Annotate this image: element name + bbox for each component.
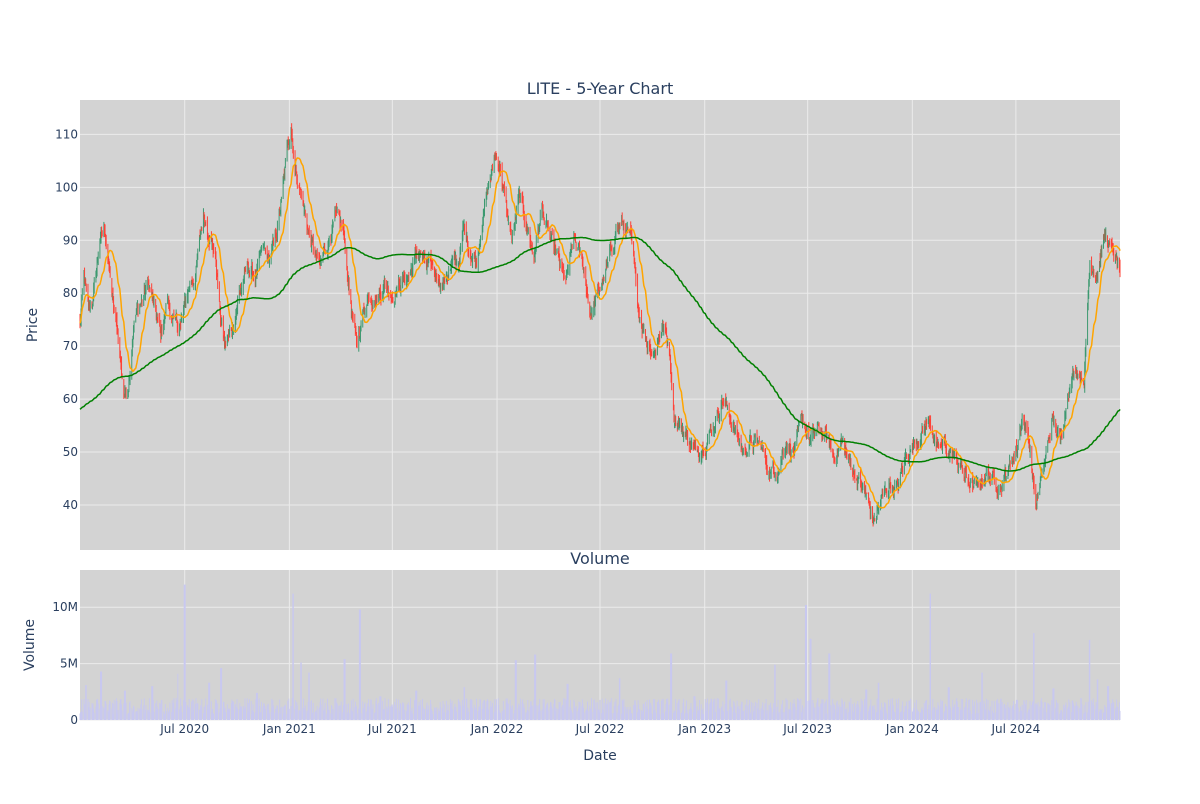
volume-y-tick-label: 5M	[60, 657, 78, 671]
x-tick-label: Jan 2024	[885, 722, 939, 736]
x-tick-label: Jul 2022	[575, 722, 625, 736]
price-y-tick-label: 100	[55, 180, 78, 194]
price-y-tick-label: 50	[63, 445, 78, 459]
volume-y-axis-ticks: 0 5M 10M	[52, 600, 78, 727]
volume-y-axis-label: Volume	[22, 619, 38, 671]
price-y-axis-label: Price	[25, 308, 41, 342]
price-y-tick-label: 80	[63, 286, 78, 300]
price-y-axis-ticks: 40 50 60 70 80 90 100 110	[55, 127, 78, 512]
x-tick-label: Jul 2021	[367, 722, 417, 736]
volume-bar-series	[79, 584, 1121, 720]
date-x-axis-ticks: Jul 2020 Jan 2021 Jul 2021 Jan 2022 Jul 2022…	[159, 722, 1040, 736]
moving-average-short-line	[79, 157, 1121, 509]
x-axis-label: Date	[583, 748, 616, 764]
x-tick-label: Jul 2024	[990, 722, 1040, 736]
volume-subtitle: Volume	[570, 549, 630, 568]
volume-y-tick-label: 10M	[52, 600, 78, 614]
moving-average-long-line	[79, 236, 1121, 472]
x-tick-label: Jul 2020	[159, 722, 209, 736]
price-y-tick-label: 110	[55, 127, 78, 141]
x-tick-label: Jan 2021	[262, 722, 316, 736]
chart-title: LITE - 5-Year Chart	[527, 79, 673, 98]
x-tick-label: Jul 2023	[782, 722, 832, 736]
x-tick-label: Jan 2023	[677, 722, 731, 736]
price-y-tick-label: 90	[63, 233, 78, 247]
price-y-tick-label: 60	[63, 392, 78, 406]
volume-y-tick-label: 0	[70, 713, 78, 727]
x-tick-label: Jan 2022	[470, 722, 524, 736]
price-y-tick-label: 70	[63, 339, 78, 353]
price-y-tick-label: 40	[63, 498, 78, 512]
price-gridlines	[80, 100, 1120, 550]
